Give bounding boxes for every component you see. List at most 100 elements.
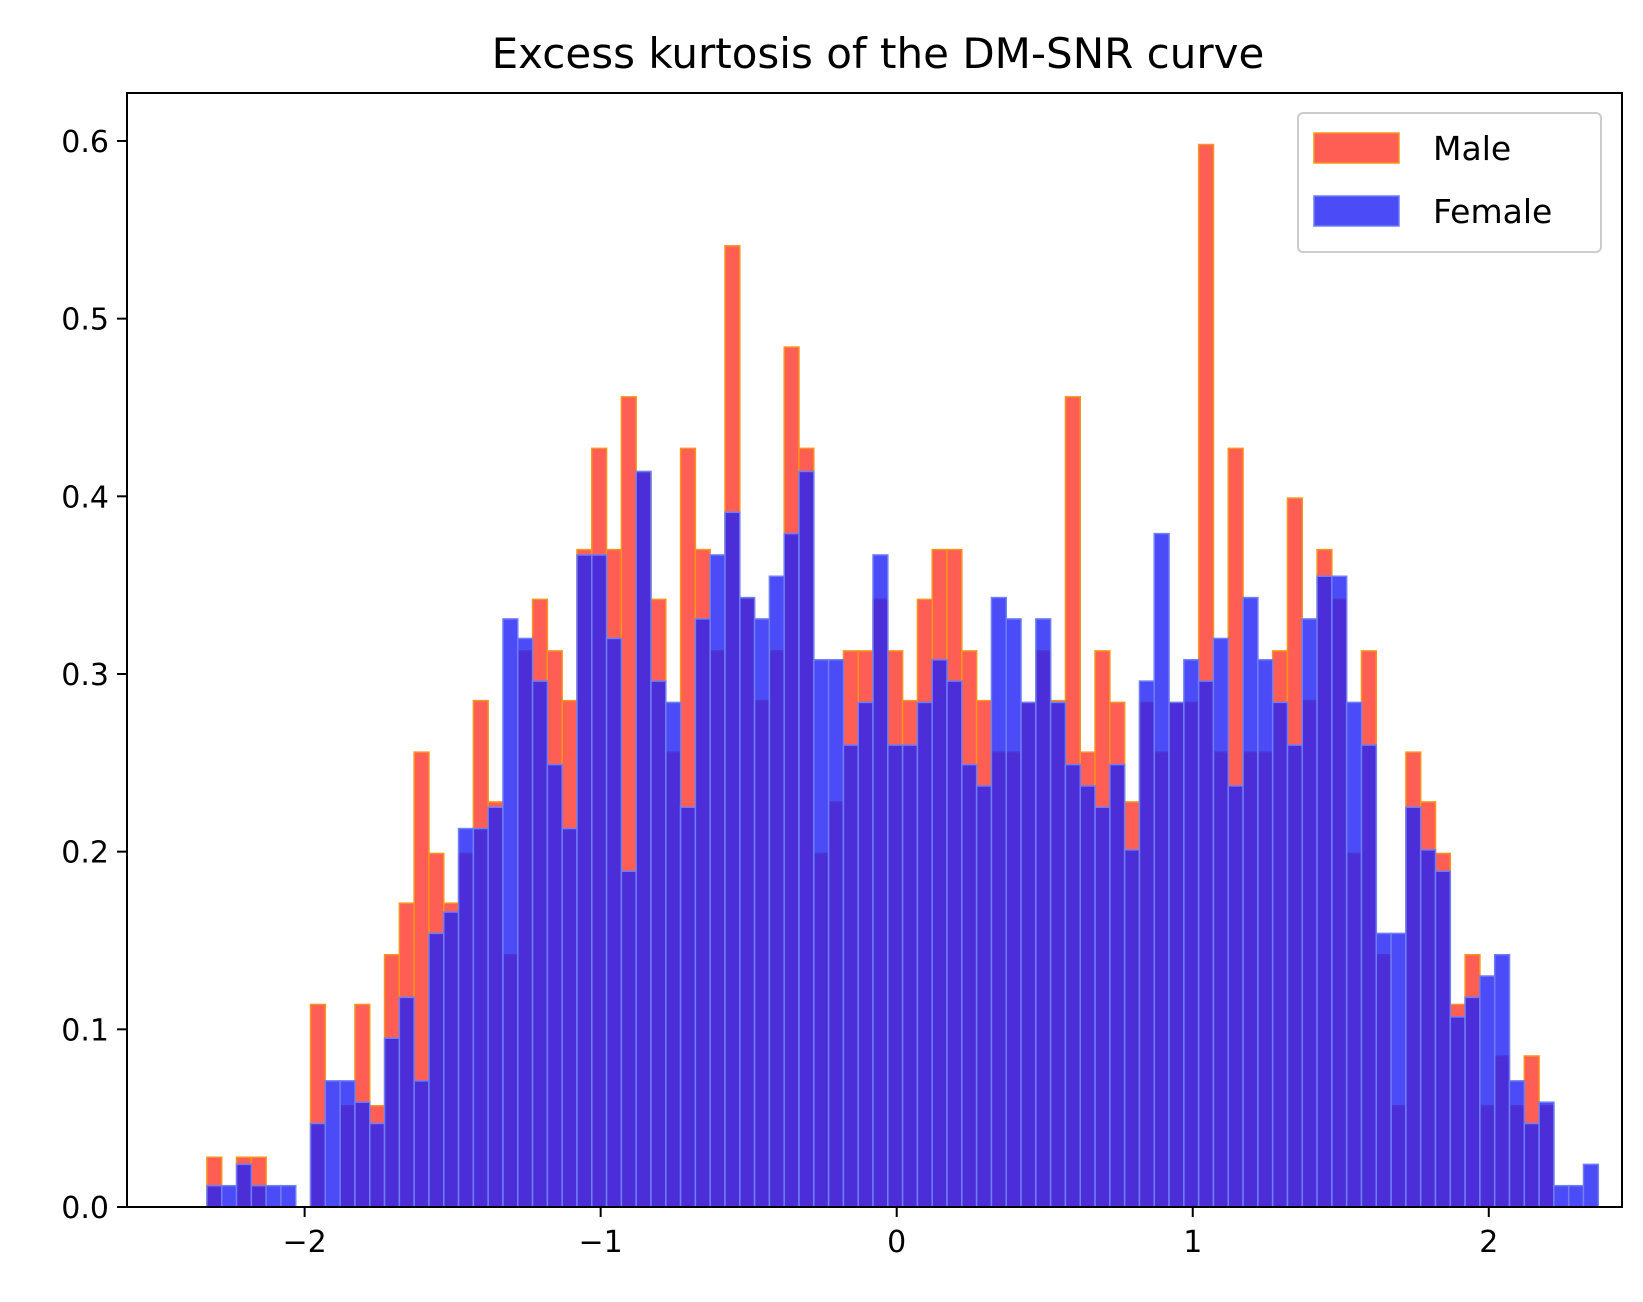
bar-female	[369, 1122, 386, 1208]
bar-female	[339, 1080, 356, 1208]
bar-female	[650, 680, 667, 1208]
bar-female	[280, 1184, 297, 1208]
bar-female	[324, 1080, 341, 1208]
bar-female	[1553, 1184, 1570, 1208]
bar-female	[398, 996, 415, 1208]
bar-female	[665, 701, 682, 1208]
x-tick-label: 2	[1479, 1225, 1498, 1260]
bar-female	[1138, 680, 1156, 1208]
bar-female	[783, 532, 800, 1208]
bar-female	[354, 1101, 371, 1208]
bar-female	[487, 806, 504, 1208]
bar-female	[428, 932, 445, 1208]
bar-female	[443, 911, 460, 1208]
y-tick-label: 0.0	[61, 1191, 109, 1226]
bar-female	[1035, 618, 1052, 1208]
bar-female	[1449, 1016, 1466, 1208]
bar-female	[694, 618, 711, 1208]
bar-female	[916, 701, 933, 1208]
legend-swatch-female	[1313, 195, 1400, 227]
y-tick-label: 0.4	[61, 480, 109, 515]
bar-female	[1508, 1080, 1526, 1208]
chart-title: Excess kurtosis of the DM-SNR curve	[492, 29, 1265, 78]
legend: Male Female	[1297, 112, 1602, 253]
bar-female	[946, 680, 963, 1208]
plot-frame	[126, 92, 1623, 1208]
bar-female	[798, 470, 815, 1208]
bar-female	[1257, 659, 1274, 1208]
bar-female	[1153, 532, 1170, 1208]
y-tick-label: 0.5	[61, 303, 109, 338]
y-tick-label: 0.1	[61, 1013, 109, 1048]
bar-female	[383, 1037, 401, 1208]
bar-female	[250, 1184, 267, 1208]
x-tick-label: 0	[887, 1225, 906, 1260]
bar-female	[1479, 975, 1496, 1208]
bar-female	[1197, 680, 1215, 1208]
bar-female	[1271, 701, 1289, 1208]
bar-female	[1109, 763, 1126, 1208]
bar-female	[842, 744, 859, 1208]
bar-female	[857, 701, 874, 1208]
bar-female	[1538, 1101, 1555, 1208]
bar-female	[709, 554, 726, 1208]
bar-female	[561, 827, 578, 1208]
bars-layer	[206, 143, 1600, 1208]
bar-female	[1168, 701, 1185, 1208]
legend-label-male: Male	[1433, 129, 1511, 168]
bar-female	[591, 554, 608, 1208]
bar-female	[679, 806, 697, 1208]
bar-female	[961, 763, 978, 1208]
bar-female	[1493, 953, 1511, 1208]
bar-female	[1345, 701, 1363, 1208]
bar-female	[220, 1184, 238, 1208]
ticks-layer: −2 −1 0 1 2 0.0 0.1 0.2 0.3 0.4 0.5 0.6	[61, 125, 1498, 1260]
bar-female	[472, 827, 489, 1208]
bar-female	[901, 744, 919, 1208]
x-tick-label: −1	[579, 1225, 623, 1260]
bar-female	[1212, 637, 1230, 1208]
bar-female	[813, 659, 830, 1208]
bar-female	[1020, 701, 1037, 1208]
bar-female	[1567, 1184, 1585, 1208]
bar-female	[990, 596, 1007, 1208]
bar-female	[768, 575, 785, 1208]
bar-female	[1419, 849, 1437, 1208]
bar-female	[576, 554, 593, 1208]
bar-female	[1183, 659, 1200, 1208]
bar-female	[605, 637, 623, 1208]
bar-female	[1331, 575, 1348, 1208]
bar-female	[1123, 849, 1141, 1208]
bar-female	[546, 763, 563, 1208]
bar-female	[517, 637, 534, 1208]
bar-female	[1094, 806, 1111, 1208]
y-tick-label: 0.2	[61, 836, 109, 871]
y-tick-label: 0.6	[61, 125, 109, 160]
bar-female	[872, 554, 889, 1208]
bar-female	[265, 1184, 282, 1208]
bar-female	[1360, 744, 1378, 1208]
bar-female	[887, 744, 904, 1208]
bar-female	[502, 618, 519, 1208]
bar-female	[1464, 996, 1481, 1208]
bar-female	[309, 1122, 327, 1208]
bar-female	[1286, 744, 1304, 1208]
bar-female	[413, 1080, 430, 1208]
bar-female	[1242, 596, 1259, 1208]
bar-female	[1316, 575, 1333, 1208]
bar-female	[1227, 785, 1244, 1208]
bar-female	[931, 659, 948, 1208]
legend-label-female: Female	[1433, 192, 1552, 231]
bar-female	[457, 827, 475, 1208]
bar-female	[1079, 785, 1096, 1208]
x-tick-label: −2	[283, 1225, 327, 1260]
bar-female	[1405, 806, 1422, 1208]
bar-female	[1049, 701, 1067, 1208]
bar-female	[1064, 763, 1081, 1208]
bar-female	[1523, 1122, 1540, 1208]
bar-female	[235, 1163, 253, 1208]
bar-female	[1390, 932, 1407, 1208]
legend-swatch-male	[1313, 132, 1400, 164]
bar-female	[1005, 618, 1022, 1208]
bar-female	[620, 870, 637, 1208]
